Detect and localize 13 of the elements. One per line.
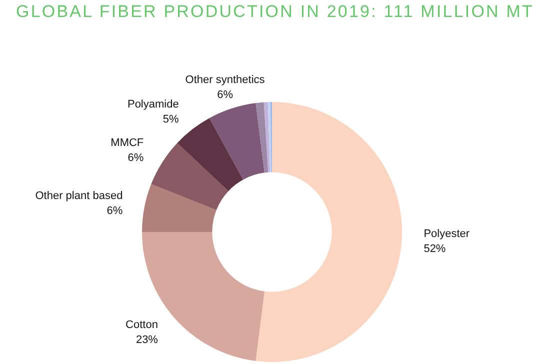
slice-label: Polyester (424, 228, 470, 240)
chart-title: GLOBAL FIBER PRODUCTION IN 2019: 111 MILLION MT (15, 1, 535, 23)
data-label: 6% (217, 88, 234, 101)
data-label: 6% (128, 152, 144, 164)
slice-label: Other synthetics (185, 74, 266, 86)
data-label: 52% (424, 243, 446, 256)
slice-label: Other plant based (35, 190, 123, 202)
slice-label: MMCF (110, 137, 144, 150)
data-label: 6% (106, 205, 123, 218)
data-label: 5% (162, 113, 180, 126)
data-label: 23% (136, 334, 158, 346)
slice-label: Cotton (126, 319, 158, 332)
slice-label: Polyamide (127, 98, 179, 110)
